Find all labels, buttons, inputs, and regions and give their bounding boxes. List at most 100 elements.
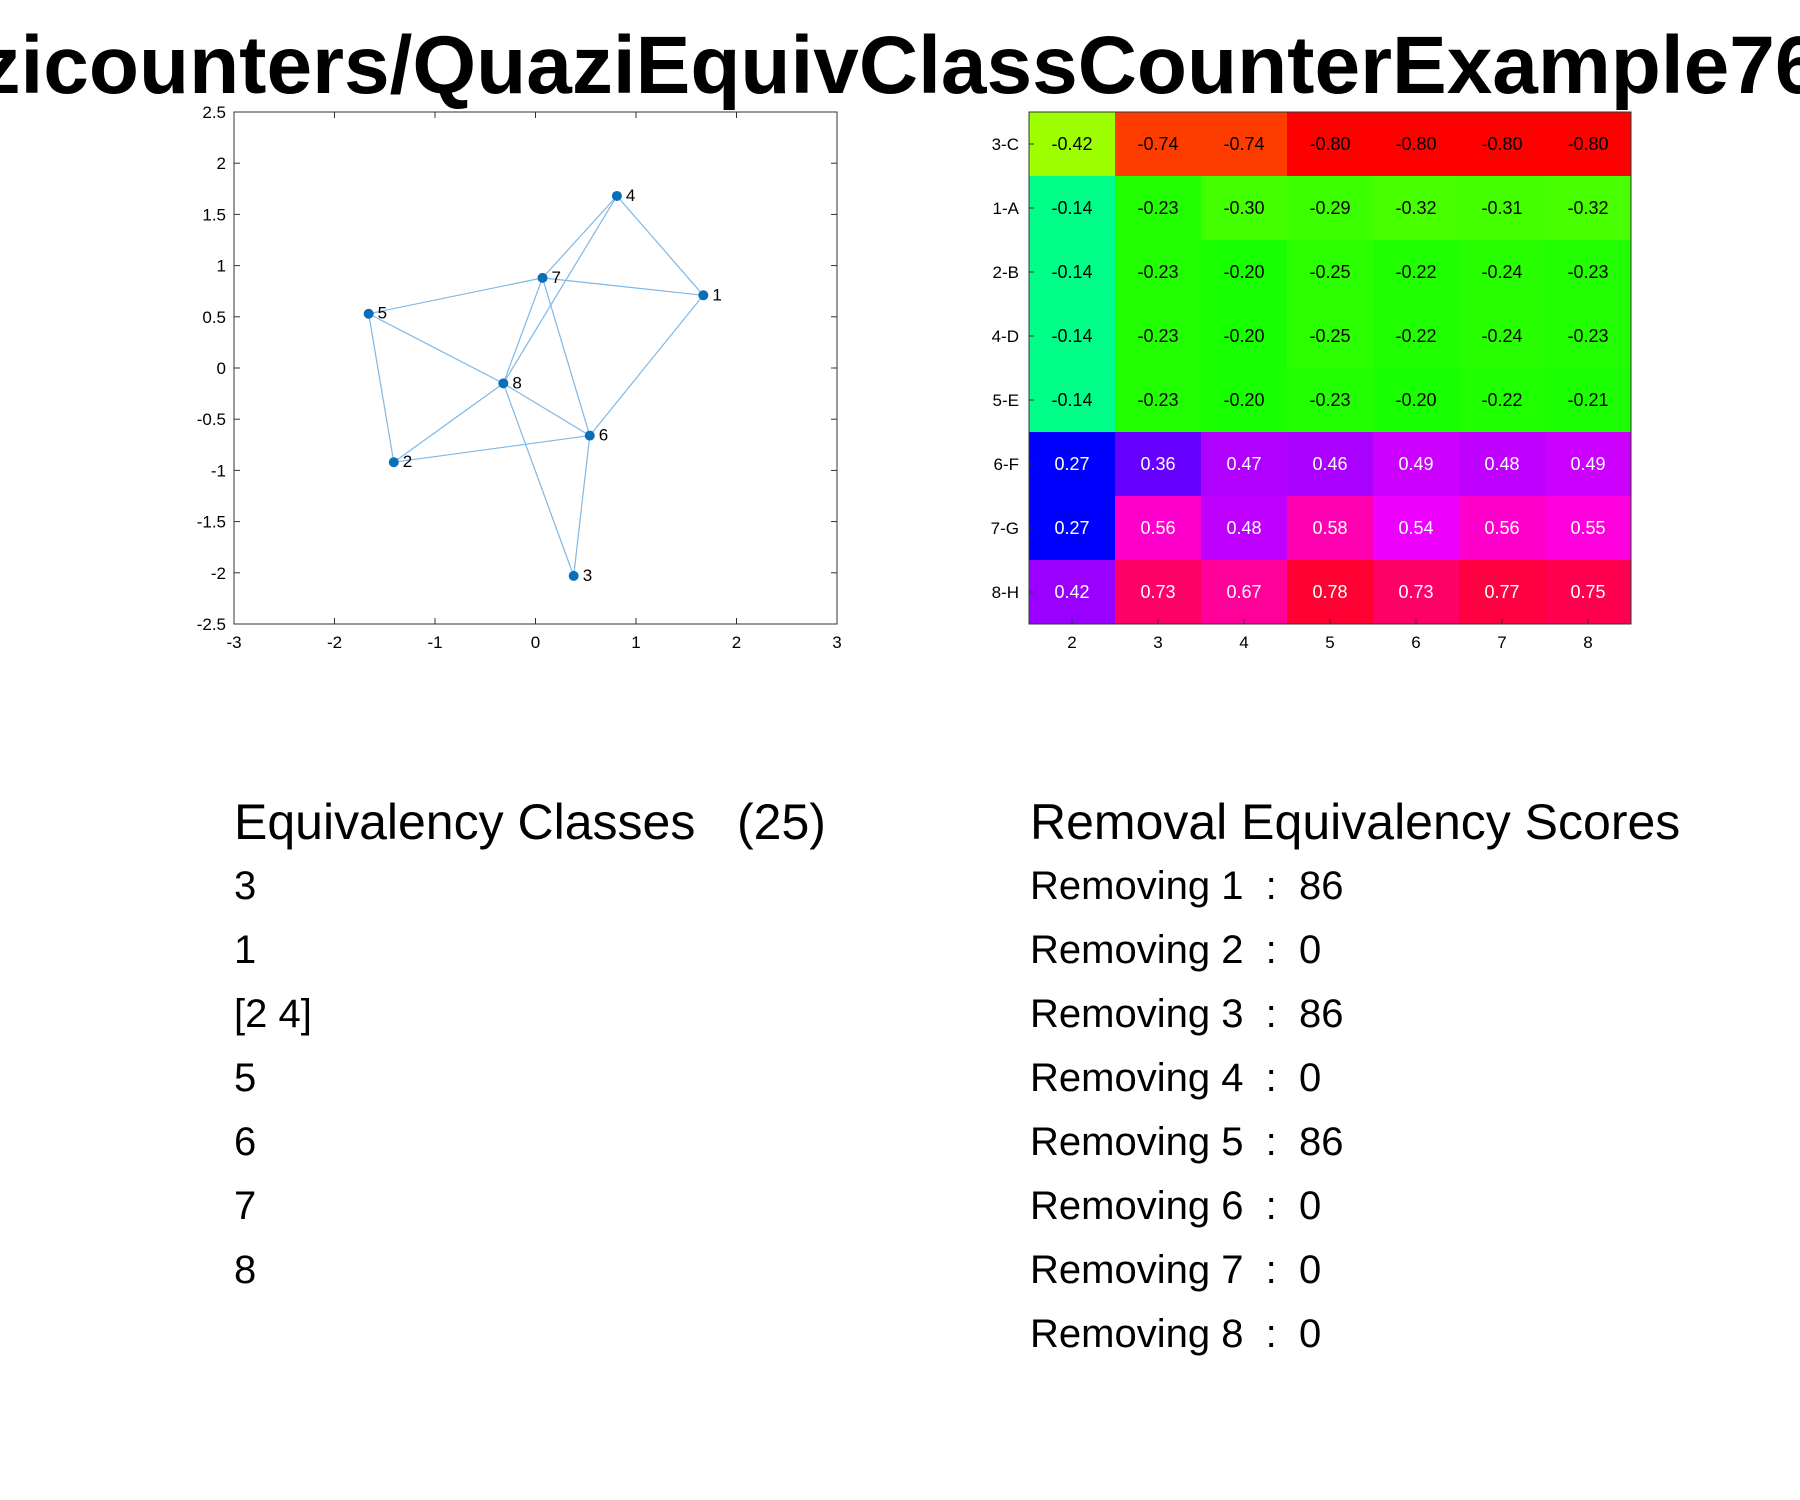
heatmap-cell-label: -0.80	[1395, 134, 1436, 154]
heatmap-cell-label: -0.31	[1481, 198, 1522, 218]
heatmap-cell-label: -0.23	[1567, 326, 1608, 346]
removal-scores-panel: Removal Equivalency Scores Removing 1 : …	[1030, 790, 1790, 1366]
heatmap-cell-label: -0.80	[1567, 134, 1608, 154]
heatmap-cell-label: -0.24	[1481, 326, 1522, 346]
heatmap-cell-label: 0.46	[1312, 454, 1347, 474]
x-tick-label: 8	[1583, 633, 1592, 652]
heatmap-cell	[1459, 432, 1546, 497]
heatmap-cell	[1545, 240, 1632, 305]
graph-node-label: 2	[403, 452, 412, 471]
heatmap-cell	[1545, 112, 1632, 177]
heatmap-cell	[1373, 432, 1460, 497]
heatmap-cell-label: -0.14	[1051, 198, 1092, 218]
heatmap-cell-label: 0.27	[1054, 518, 1089, 538]
heatmap-cell	[1115, 560, 1202, 625]
y-tick-label: 2	[217, 154, 226, 173]
heatmap-cell-label: -0.24	[1481, 262, 1522, 282]
heatmap-cell	[1287, 240, 1374, 305]
heatmap-cell-label: -0.14	[1051, 262, 1092, 282]
heatmap-cell-label: 0.48	[1226, 518, 1261, 538]
heatmap-cell-label: -0.14	[1051, 390, 1092, 410]
charts-canvas: -3 -2 -1 0 1 2 3 2.5 2 1.5 1 0.5 0 -0.5 -1 -1.5 -2 -2.5 1 2…	[197, 103, 1632, 652]
removal-score-item: Removing 7 : 0	[1030, 1248, 1322, 1292]
removal-score-item: Removing 2 : 0	[1030, 928, 1322, 972]
heatmap-cell	[1029, 240, 1116, 305]
graph-edge	[542, 277, 704, 296]
graph-edge	[502, 277, 544, 384]
graph-edge	[368, 313, 504, 384]
heatmap-cell	[1029, 368, 1116, 433]
heatmap-cell	[1459, 560, 1546, 625]
heatmap-cell	[1373, 368, 1460, 433]
heatmap-cell	[1373, 240, 1460, 305]
x-tick-label: -1	[427, 633, 442, 652]
heatmap-cell	[1545, 560, 1632, 625]
heatmap-cell-label: 0.47	[1226, 454, 1261, 474]
graph-node	[363, 308, 374, 319]
graph-edge	[541, 277, 591, 436]
heatmap-cell-label: -0.20	[1223, 390, 1264, 410]
heatmap-cell	[1459, 240, 1546, 305]
x-tick-label: -3	[226, 633, 241, 652]
heatmap-cell	[1459, 496, 1546, 561]
heatmap-cell	[1115, 176, 1202, 241]
heatmap-cell	[1115, 240, 1202, 305]
heatmap-cell-label: 0.36	[1140, 454, 1175, 474]
heatmap-cell	[1115, 496, 1202, 561]
y-tick-label: 1.5	[202, 205, 226, 224]
equivalency-class-item: [2 4]	[234, 992, 312, 1036]
y-tick-label: 0	[217, 359, 226, 378]
graph-node	[388, 457, 399, 468]
x-tick-label: 3	[1153, 633, 1162, 652]
plot-frame	[233, 111, 838, 625]
heatmap-cell	[1459, 368, 1546, 433]
heatmap-cell-label: 0.48	[1484, 454, 1519, 474]
heatmap-cell-label: -0.74	[1137, 134, 1178, 154]
y-tick-label: 6-F	[994, 455, 1020, 474]
x-tick-label: 2	[1067, 633, 1076, 652]
heatmap-cell	[1373, 304, 1460, 369]
heatmap-cell-label: 0.56	[1140, 518, 1175, 538]
heatmap-cell	[1459, 176, 1546, 241]
heatmap-cell-label: -0.20	[1223, 262, 1264, 282]
heatmap-cell-label: 0.49	[1398, 454, 1433, 474]
heatmap-cell-label: -0.21	[1567, 390, 1608, 410]
graph-node	[537, 272, 548, 283]
graph-edge	[616, 195, 704, 296]
heatmap-cell-label: -0.22	[1395, 262, 1436, 282]
graph-node-label: 8	[512, 373, 521, 392]
equivalency-class-item: 8	[234, 1248, 257, 1292]
heatmap-cell-label: 0.54	[1398, 518, 1433, 538]
graph-edge	[573, 435, 591, 576]
heatmap-cell	[1459, 304, 1546, 369]
y-tick-label: 5-E	[993, 391, 1019, 410]
graph-edge	[368, 277, 543, 315]
x-tick-label: 0	[531, 633, 540, 652]
heatmap-cell	[1545, 432, 1632, 497]
graph-edge	[589, 294, 704, 436]
heatmap-cell	[1287, 560, 1374, 625]
heatmap-cell	[1201, 368, 1288, 433]
equivalency-class-item: 6	[234, 1120, 257, 1164]
heatmap-cell-label: -0.80	[1481, 134, 1522, 154]
x-tick-label: 6	[1411, 633, 1420, 652]
heatmap-cell	[1545, 368, 1632, 433]
network-scatter-plot: -3 -2 -1 0 1 2 3 2.5 2 1.5 1 0.5 0 -0.5 -1 -1.5 -2 -2.5 1 2…	[197, 103, 842, 652]
heatmap-cell-label: 0.73	[1398, 582, 1433, 602]
heatmap-cell-label: 0.67	[1226, 582, 1261, 602]
heatmap-cell-label: 0.77	[1484, 582, 1519, 602]
graph-node	[584, 430, 595, 441]
heatmap-cell	[1201, 496, 1288, 561]
heatmap-cell	[1287, 496, 1374, 561]
x-tick-label: 3	[832, 633, 841, 652]
heatmap-cell-label: -0.30	[1223, 198, 1264, 218]
graph-node-label: 3	[583, 566, 592, 585]
removal-score-item: Removing 5 : 86	[1030, 1120, 1344, 1164]
heatmap-cell-label: -0.20	[1223, 326, 1264, 346]
heatmap-cell	[1029, 496, 1116, 561]
x-tick-label: 5	[1325, 633, 1334, 652]
heatmap-cell-label: -0.14	[1051, 326, 1092, 346]
heatmap-cell-label: -0.29	[1309, 198, 1350, 218]
heatmap-cell	[1545, 176, 1632, 241]
heatmap-cell	[1545, 304, 1632, 369]
